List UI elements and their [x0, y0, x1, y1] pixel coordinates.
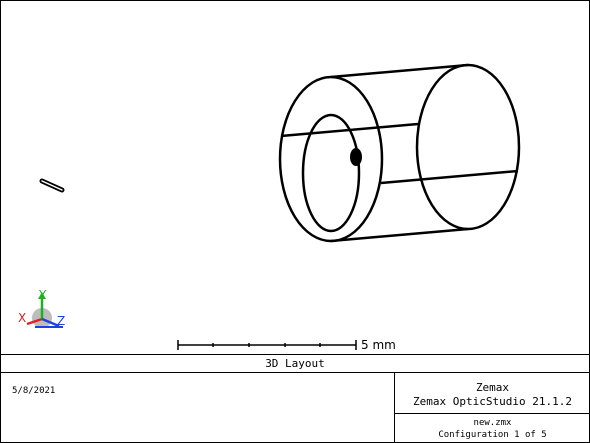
inner-aperture: [301, 113, 361, 233]
object-rod: [39, 178, 65, 193]
product-version: Zemax OpticStudio 21.1.2: [413, 395, 572, 408]
ray-spot: [350, 148, 362, 166]
info-box: Zemax Zemax OpticStudio 21.1.2 new.zmx C…: [394, 372, 589, 442]
axis-x-arrow: [26, 317, 43, 326]
front-face: [278, 75, 384, 243]
file-name: new.zmx: [473, 418, 512, 428]
bottom-edge: [330, 227, 469, 243]
cylinder-lens: [278, 63, 521, 243]
axis-x-label: X: [18, 311, 26, 325]
layout-title: 3D Layout: [1, 354, 589, 373]
axes-triad[interactable]: X Y Z: [18, 288, 65, 328]
configuration-label: Configuration 1 of 5: [438, 430, 547, 440]
layout-drawing: X Y Z: [18, 63, 521, 350]
back-face: [415, 63, 521, 231]
footer-panel: 5/8/2021 Zemax Zemax OpticStudio 21.1.2 …: [1, 372, 589, 442]
mid-lower-line: [380, 169, 519, 185]
info-company-section: Zemax Zemax OpticStudio 21.1.2: [395, 372, 589, 414]
info-file-section: new.zmx Configuration 1 of 5: [395, 414, 589, 442]
3d-layout-viewport[interactable]: X Y Z 5 mm: [1, 1, 589, 354]
axis-y-label: Y: [38, 288, 47, 302]
axis-z-label: Z: [57, 314, 65, 328]
scale-bar: [177, 340, 357, 350]
scale-bar-label: 5 mm: [361, 338, 396, 352]
date-label: 5/8/2021: [12, 386, 56, 396]
axis-z-arrow: [41, 317, 60, 328]
top-edge: [330, 63, 469, 79]
mid-upper-line: [280, 122, 419, 138]
company-name: Zemax: [475, 381, 510, 394]
